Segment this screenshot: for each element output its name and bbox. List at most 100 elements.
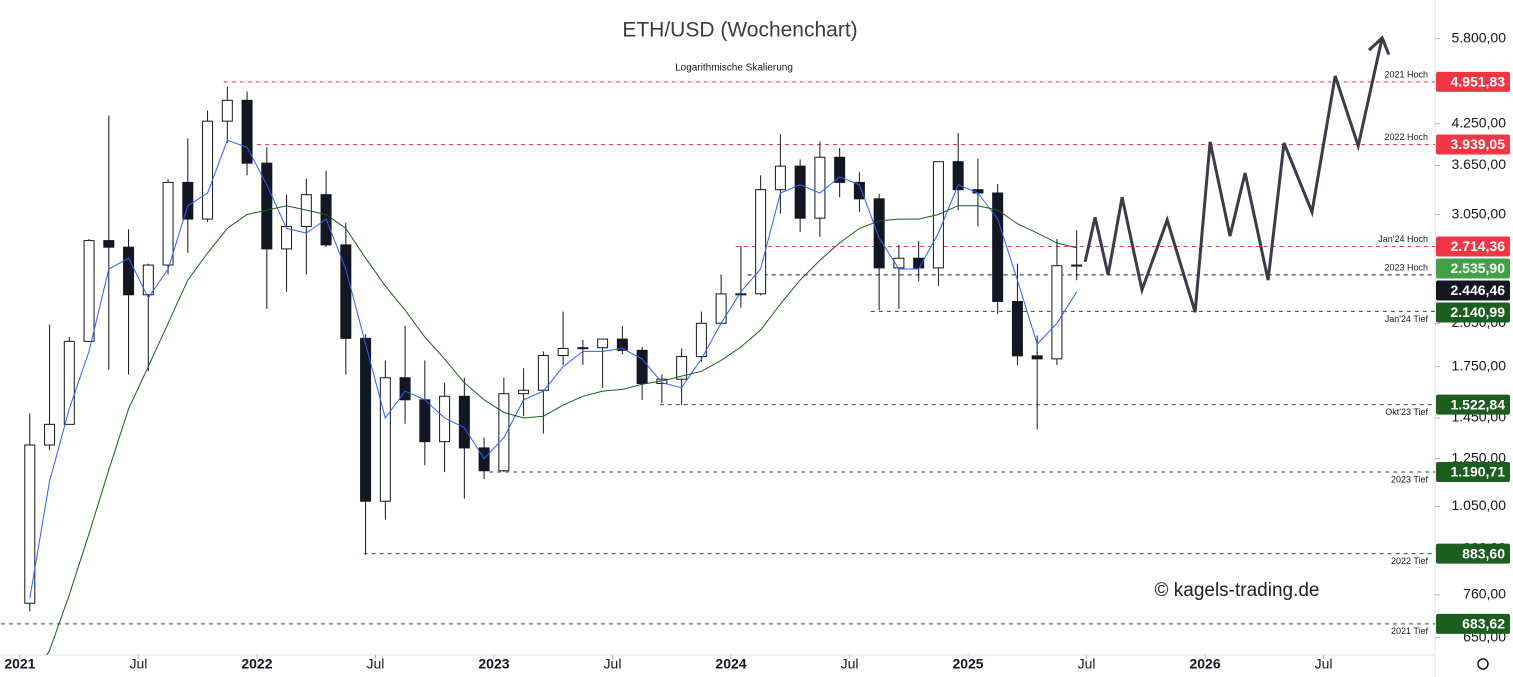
candle-body [1051, 265, 1063, 360]
x-tick-label: 2022 [241, 656, 272, 672]
x-tick-label: Jul [129, 656, 147, 672]
x-tick-label: 2025 [952, 656, 983, 672]
candle-body [774, 165, 786, 191]
plot-area [0, 35, 1435, 655]
level-name: 2023 Tief [1391, 474, 1429, 484]
y-tick-label: 1.050,00 [1452, 497, 1507, 513]
candle-body [1071, 264, 1083, 267]
chart-subtitle: Logarithmische Skalierung [675, 63, 793, 74]
forecast-line [1083, 37, 1384, 313]
price-box-label: 1.522,84 [1451, 396, 1506, 412]
price-box [1436, 134, 1510, 155]
candle-body [853, 181, 865, 200]
candle-body [952, 161, 964, 191]
price-box-label: 3.939,05 [1451, 136, 1506, 152]
price-box [1436, 280, 1510, 301]
candle-body [399, 377, 411, 401]
level-name: 2022 Hoch [1384, 132, 1428, 142]
y-tick-label: 760,00 [1463, 586, 1506, 602]
candle-body [379, 377, 391, 502]
price-box [1436, 613, 1510, 634]
candle-body [577, 347, 589, 350]
candle-body [715, 293, 727, 324]
price-box [1436, 236, 1510, 257]
level-name: Okt'23 Tief [1385, 407, 1428, 417]
candle-body [1031, 355, 1043, 360]
y-tick-label: 5.800,00 [1452, 29, 1507, 45]
chart-title: ETH/USD (Wochenchart) [622, 19, 857, 42]
candle-body [142, 264, 154, 296]
y-tick-label: 3.650,00 [1452, 156, 1507, 172]
candle-body [597, 338, 609, 349]
candle-body [814, 156, 826, 219]
candle-body [992, 192, 1004, 302]
candle-body [221, 99, 233, 122]
candle-body [893, 257, 905, 269]
price-box-label: 2.714,36 [1451, 238, 1506, 254]
candle-body [755, 189, 767, 295]
candle-body [281, 225, 293, 250]
candle-body [616, 338, 628, 351]
forecast-arrowhead [1367, 35, 1391, 56]
price-box-label: 883,60 [1462, 545, 1505, 561]
candle-body [419, 399, 431, 443]
price-box-label: 4.951,83 [1451, 74, 1506, 90]
candle-body [123, 246, 135, 296]
candle-body [794, 165, 806, 219]
x-tick-label: Jul [604, 656, 622, 672]
price-box-label: 2.140,99 [1451, 304, 1506, 320]
x-tick-label: Jul [1078, 656, 1096, 672]
level-name: 2022 Tief [1391, 556, 1429, 566]
y-tick-label: 3.050,00 [1452, 205, 1507, 221]
settings-icon[interactable] [1477, 658, 1489, 670]
candle-body [913, 257, 925, 269]
level-name: 2021 Hoch [1384, 69, 1428, 79]
candle-body [557, 347, 569, 357]
moving-average [46, 205, 1077, 655]
candle-body [636, 349, 648, 385]
y-tick-label: 1.750,00 [1452, 357, 1507, 373]
x-tick-label: 2021 [4, 656, 35, 672]
price-box [1436, 394, 1510, 415]
price-box-label: 1.190,71 [1451, 464, 1506, 480]
price-box [1436, 543, 1510, 564]
price-box [1436, 302, 1510, 323]
candle-body [735, 293, 747, 296]
candle-body [162, 181, 174, 266]
candle-body [676, 356, 688, 380]
candle-body [44, 423, 56, 446]
price-box-label: 683,62 [1462, 616, 1505, 632]
candle-body [24, 444, 36, 604]
candle-body [695, 322, 707, 358]
x-tick-label: Jul [1315, 656, 1333, 672]
x-tick-label: Jul [841, 656, 859, 672]
level-name: 2023 Hoch [1384, 262, 1428, 272]
candle-body [458, 395, 470, 449]
candle-body [360, 337, 372, 502]
candle-body [103, 240, 115, 248]
candle-body [340, 244, 352, 339]
candle-body [537, 355, 549, 391]
level-name: Jan'24 Tief [1385, 314, 1429, 324]
candle-body [83, 240, 95, 342]
price-box-label: 2.535,90 [1451, 260, 1506, 276]
watermark: © kagels-trading.de [1154, 580, 1319, 601]
price-box [1436, 71, 1510, 92]
level-name: Jan'24 Hoch [1378, 234, 1428, 244]
y-tick-label: 1.250,00 [1452, 449, 1507, 465]
price-box [1436, 258, 1510, 279]
candle-body [63, 340, 75, 425]
moving-average [29, 139, 1078, 599]
price-box [1436, 461, 1510, 482]
candle-body [439, 395, 451, 443]
candle-body [182, 181, 194, 220]
x-tick-label: Jul [367, 656, 385, 672]
candle-body [241, 99, 253, 164]
candle-body [834, 156, 846, 183]
y-tick-label: 4.250,00 [1452, 114, 1507, 130]
candle-body [518, 389, 530, 395]
candle-body [1011, 300, 1023, 357]
candle-body [202, 120, 214, 220]
candle-body [261, 162, 273, 250]
